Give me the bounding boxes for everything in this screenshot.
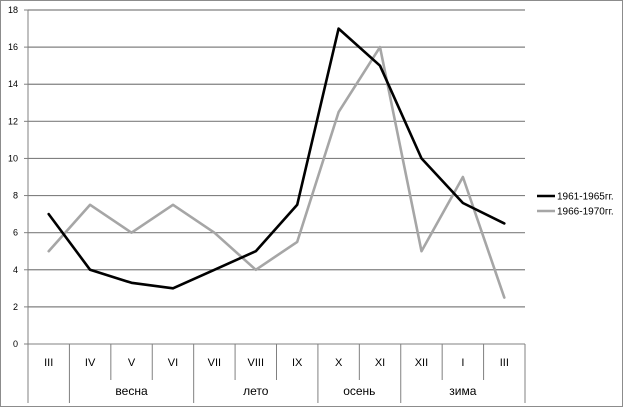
y-tick-label: 16: [8, 42, 18, 52]
legend-label: 1966-1970гг.: [557, 207, 614, 218]
x-tick-label: IV: [85, 357, 96, 369]
x-tick-label: XI: [375, 357, 385, 369]
series-line-1: [47, 27, 506, 290]
y-tick-label: 18: [8, 5, 18, 15]
y-tick-label: 0: [13, 339, 18, 349]
x-tick-label: III: [500, 357, 509, 369]
gridlines: [28, 9, 525, 308]
x-tick-label: I: [461, 357, 464, 369]
x-tick-labels: III IV V VI VII VIII IX X XI XII I III: [44, 357, 509, 369]
y-tick-label: 12: [8, 116, 18, 126]
season-label: лето: [243, 384, 269, 398]
season-label: осень: [343, 384, 375, 398]
y-tick-label: 2: [13, 302, 18, 312]
x-tick-label: IX: [292, 357, 303, 369]
x-tick-label: XII: [415, 357, 428, 369]
y-tick-label: 14: [8, 79, 18, 89]
y-tick-label: 8: [13, 191, 18, 201]
x-tick-label: X: [335, 357, 343, 369]
legend-label: 1961-1965гг.: [557, 192, 614, 203]
x-tick-label: V: [128, 357, 136, 369]
x-tick-label: VI: [168, 357, 178, 369]
season-label: весна: [115, 384, 148, 398]
series-lines: [47, 27, 506, 299]
season-groups: весна лето осень зима: [115, 384, 476, 398]
x-tick-label: VII: [208, 357, 221, 369]
season-label: зима: [449, 384, 476, 398]
x-tick-label: III: [44, 357, 53, 369]
x-tick-label: VIII: [248, 357, 265, 369]
axes: [24, 9, 526, 403]
series-line-2: [47, 45, 506, 299]
legend: 1961-1965гг. 1966-1970гг.: [537, 192, 614, 218]
y-tick-label: 4: [13, 265, 18, 275]
y-tick-label: 10: [8, 153, 18, 163]
y-tick-labels: 0 2 4 6 8 10 12 14 16 18: [8, 5, 18, 349]
y-tick-label: 6: [13, 228, 18, 238]
